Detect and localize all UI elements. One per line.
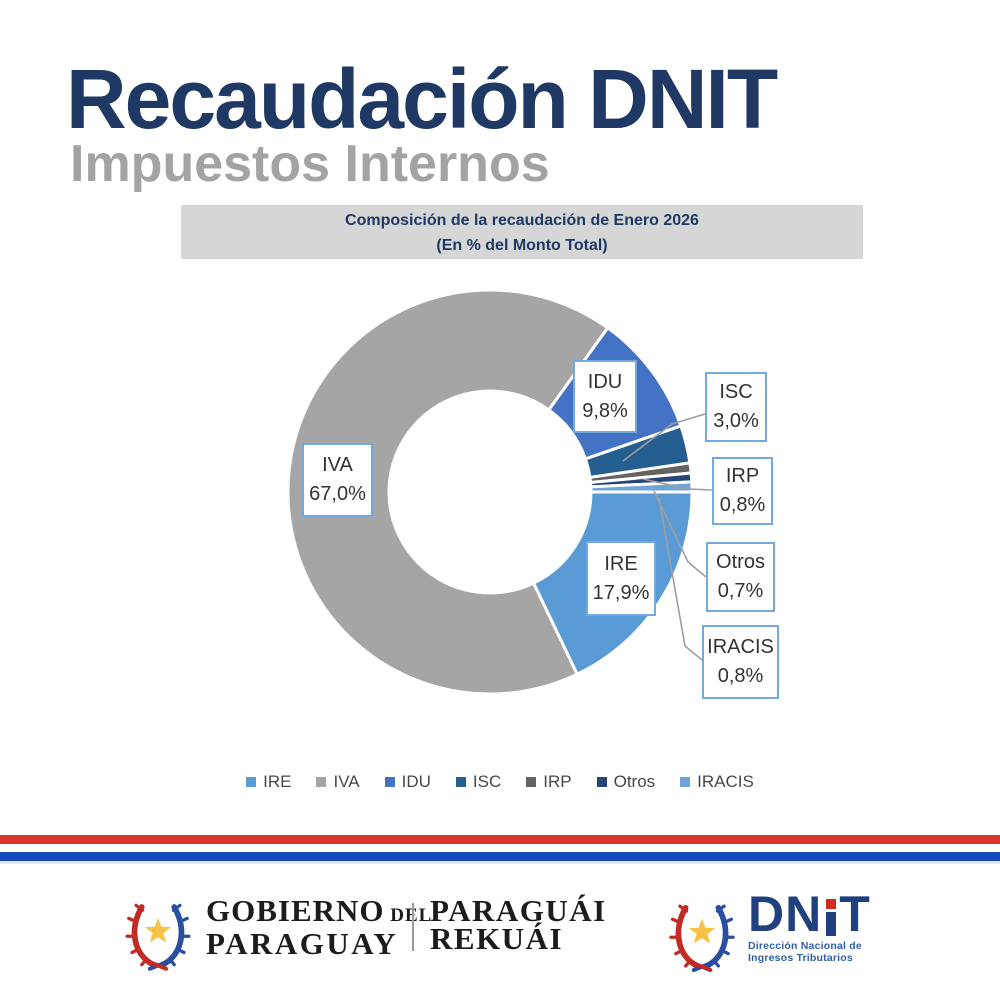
leader-line-iracis: [658, 497, 703, 661]
leader-line-isc: [622, 413, 706, 462]
flag-stripe-red: [0, 835, 1000, 844]
chart-title-line1: Composición de la recaudación de Enero 2…: [345, 212, 699, 229]
legend-item-idu: IDU: [384, 772, 431, 792]
dnit-logo: DN T Dirección Nacional de Ingresos Trib…: [748, 886, 871, 964]
dnit-i-red-dot: [825, 899, 836, 909]
dnit-letter-i: [824, 896, 837, 936]
legend-swatch-idu: [384, 777, 395, 787]
dnit-i-stem: [825, 912, 836, 936]
dnit-subtitle-line2: Ingresos Tributarios: [748, 952, 853, 964]
paraguay-wreath-icon: [125, 903, 191, 971]
rekuai-word: REKUÁI: [430, 921, 564, 956]
callout-iva-label: IVA: [322, 454, 353, 476]
chart-title-banner: Composición de la recaudación de Enero 2…: [181, 205, 863, 259]
flag-stripe-glow: [0, 861, 1000, 864]
legend-label-otros: Otros: [613, 772, 656, 791]
chart-title-line2: (En % del Monto Total): [436, 237, 608, 254]
callout-irp-value: 0,8%: [719, 494, 766, 516]
legend-item-isc: ISC: [455, 772, 502, 792]
gobierno-paraguay-wordmark: GOBIERNO DEL PARAGUAY: [206, 895, 432, 961]
legend-label-iracis: IRACIS: [697, 772, 754, 791]
slice-iva: [286, 288, 610, 696]
legend-label-idu: IDU: [401, 772, 431, 791]
legend-label-isc: ISC: [472, 772, 502, 791]
dnit-letter-t: T: [839, 886, 871, 942]
page-title: Recaudación DNIT: [66, 52, 778, 146]
legend-label-irp: IRP: [543, 772, 572, 791]
legend-item-iracis: IRACIS: [680, 772, 754, 792]
callout-iracis-label: IRACIS: [707, 636, 774, 658]
callout-isc-label: ISC: [719, 381, 753, 403]
callout-idu-value: 9,8%: [582, 399, 628, 422]
dnit-subtitle: Dirección Nacional de Ingresos Tributari…: [748, 940, 871, 964]
callout-otros-value: 0,7%: [717, 580, 764, 602]
callout-iracis: IRACIS 0,8%: [702, 625, 779, 699]
paraguay-word: PARAGUAY: [206, 926, 399, 961]
legend-item-iva: IVA: [316, 772, 360, 792]
callout-ire: IRE 17,9%: [586, 541, 656, 616]
callout-iracis-value: 0,8%: [717, 665, 764, 687]
paraguai-word: PARAGUÁI: [430, 893, 607, 928]
callout-otros-label: Otros: [716, 551, 765, 573]
gobierno-word: GOBIERNO: [206, 893, 385, 928]
dnit-subtitle-line1: Dirección Nacional de: [748, 940, 862, 952]
legend-swatch-irp: [526, 777, 537, 787]
dnit-letters-dn: DN: [748, 886, 823, 942]
callout-iva-value: 67,0%: [309, 483, 366, 505]
legend-label-iva: IVA: [333, 772, 360, 791]
legend-swatch-otros: [596, 777, 607, 787]
callout-isc-value: 3,0%: [713, 410, 759, 432]
callout-idu: IDU 9,8%: [573, 360, 637, 433]
legend-swatch-isc: [455, 777, 466, 787]
callout-idu-label: IDU: [587, 370, 623, 393]
leader-line-irp: [642, 478, 713, 491]
callout-ire-value: 17,9%: [592, 581, 650, 604]
page-subtitle: Impuestos Internos: [70, 135, 550, 193]
star-icon: [688, 918, 716, 944]
callout-irp-label: IRP: [725, 465, 760, 487]
legend-item-ire: IRE: [246, 772, 291, 792]
callout-ire-label: IRE: [604, 552, 638, 575]
dnit-acronym: DN T: [748, 886, 871, 942]
callout-otros: Otros 0,7%: [706, 542, 775, 612]
flag-stripe-blue: [0, 852, 1000, 861]
chart-legend: IRE IVA IDU ISC IRP Otros IRACIS: [0, 770, 1000, 794]
dnit-wreath-icon: [669, 904, 735, 973]
paraguai-rekuai-wordmark: PARAGUÁI REKUÁI: [430, 893, 607, 956]
callout-irp: IRP 0,8%: [712, 457, 773, 525]
legend-label-ire: IRE: [263, 772, 292, 791]
star-icon: [144, 917, 172, 943]
callout-isc: ISC 3,0%: [705, 372, 767, 442]
logo-divider: [412, 903, 414, 951]
leader-lines: [622, 413, 713, 661]
legend-item-irp: IRP: [526, 772, 572, 792]
leader-line-otros: [653, 490, 707, 578]
legend-swatch-iracis: [680, 777, 691, 787]
legend-swatch-ire: [246, 777, 257, 787]
legend-item-otros: Otros: [596, 772, 656, 792]
legend-swatch-iva: [316, 777, 327, 787]
callout-iva: IVA 67,0%: [302, 443, 373, 517]
